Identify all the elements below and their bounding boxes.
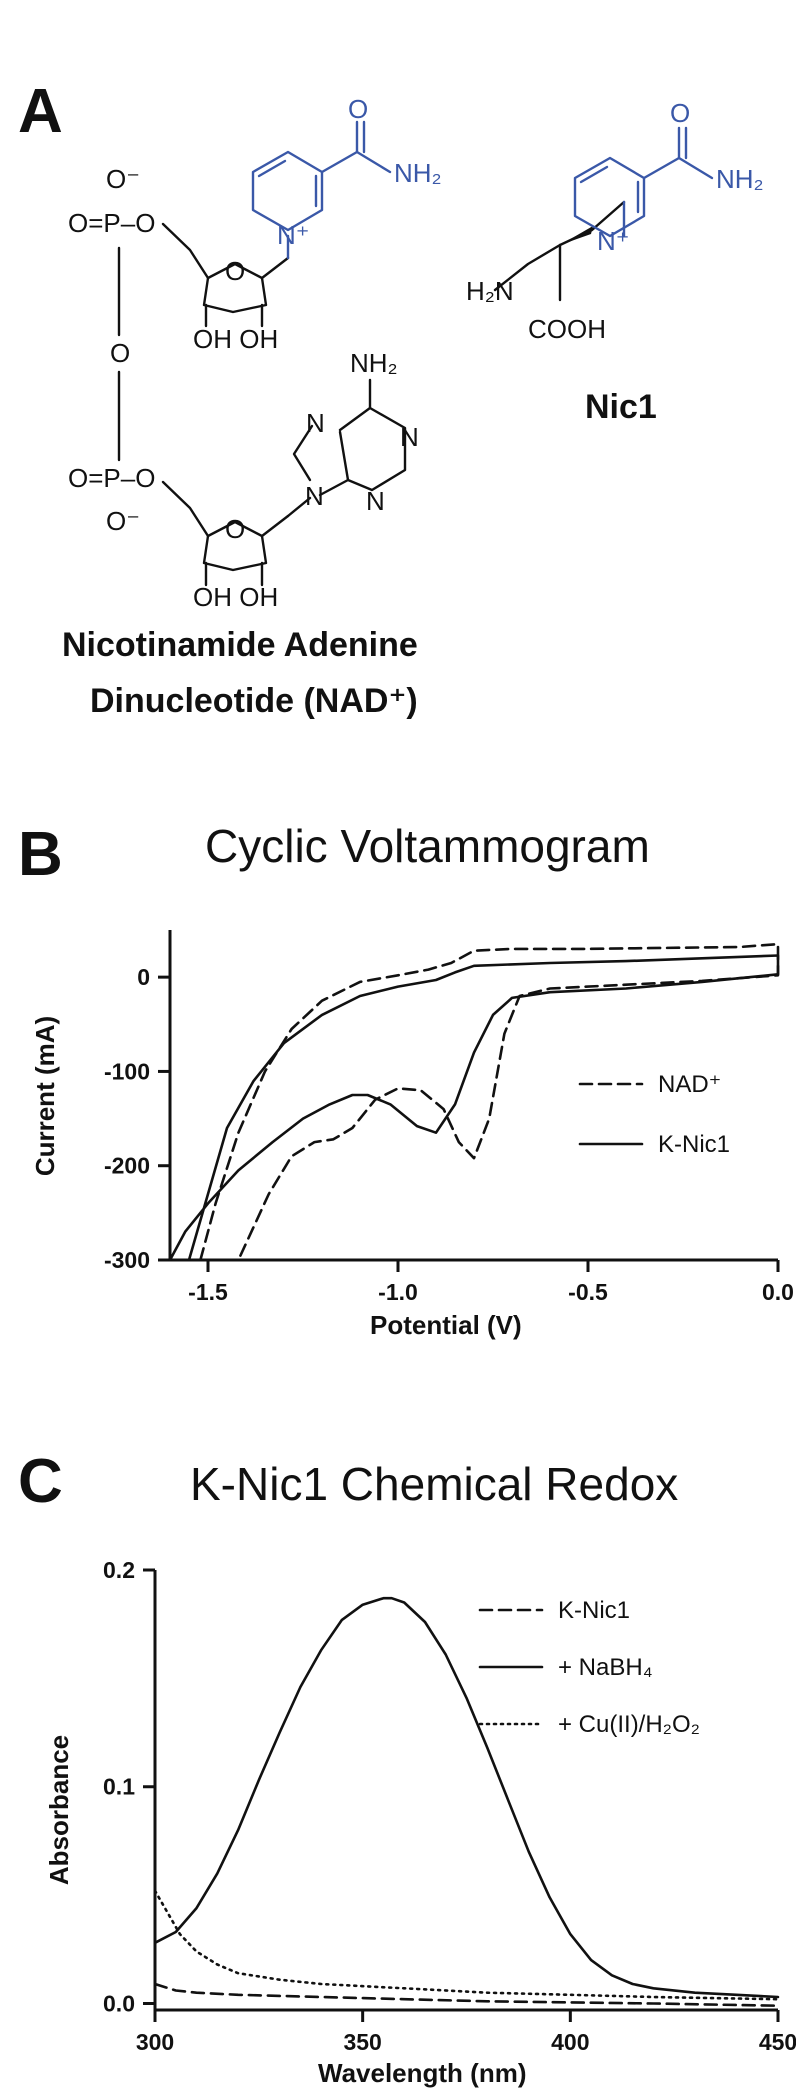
chart-c-legend: K-Nic1 + NaBH₄ + Cu(II)/H₂O₂ — [478, 1597, 700, 1738]
chart-b-ylabel: Current (mA) — [30, 1016, 60, 1176]
legend-label-1: + NaBH₄ — [558, 1654, 653, 1681]
legend-label-2: + Cu(II)/H₂O₂ — [558, 1711, 700, 1738]
nad-caption-line1: Nicotinamide Adenine — [62, 626, 418, 664]
x-tick-label: -1.5 — [188, 1279, 228, 1305]
atom-o-amide-nic1: O — [670, 98, 690, 128]
nad-upper-ribose: O OH OH — [161, 222, 290, 354]
panel-c-redox: C K-Nic1 Chemical Redox 300 350 400 450 0.0 0… — [18, 1447, 796, 2088]
x-tick-label: -1.0 — [378, 1279, 418, 1305]
chart-b-xlabel: Potential (V) — [370, 1310, 522, 1340]
nad-lower-ribose: O OH OH — [161, 480, 290, 612]
atom-h2n-nic1: H₂N — [466, 276, 514, 306]
series-line-0 — [153, 1982, 780, 2007]
x-tick-label: 0.0 — [762, 1279, 794, 1305]
atom-o-bridge: O — [110, 338, 130, 368]
x-tick-label: 400 — [551, 2029, 589, 2055]
panel-c-letter: C — [18, 1447, 63, 1516]
panel-b-letter: B — [18, 820, 63, 889]
atom-o-ribose-top: O — [225, 256, 245, 286]
chart-c-series — [153, 1596, 780, 2007]
atom-oh-oh-top: OH OH — [193, 324, 278, 354]
series-line-0 — [199, 942, 780, 1262]
atom-n3-adenine: N — [366, 486, 385, 516]
atom-o-eq-p-o-bottom: O=P–O — [68, 463, 155, 493]
y-tick-label: -200 — [104, 1153, 150, 1179]
atom-n1-adenine: N — [400, 422, 419, 452]
chart-c-title: K-Nic1 Chemical Redox — [190, 1458, 678, 1510]
atom-o-amide-nad: O — [348, 94, 368, 124]
y-tick-label: 0.1 — [103, 1774, 135, 1800]
nad-adenine: N N NH₂ N N — [286, 348, 419, 518]
y-tick-label: 0.2 — [103, 1557, 135, 1583]
nad-nicotinamide: N⁺ O NH₂ — [251, 94, 442, 260]
nad-caption-line2: Dinucleotide (NAD⁺) — [90, 682, 418, 720]
chart-b-legend: NAD⁺ K-Nic1 — [578, 1071, 730, 1158]
atom-o-minus-bottom: O⁻ — [106, 506, 140, 536]
x-tick-label: 350 — [343, 2029, 381, 2055]
y-tick-label: 0.0 — [103, 1990, 135, 2016]
atom-n-plus-nic1: N⁺ — [597, 226, 630, 256]
chart-c-xlabel: Wavelength (nm) — [318, 2058, 526, 2088]
y-tick-label: -300 — [104, 1247, 150, 1273]
atom-cooh-nic1: COOH — [528, 314, 606, 344]
chart-c-ylabel: Absorbance — [44, 1735, 74, 1885]
atom-oh-oh-bottom: OH OH — [193, 582, 278, 612]
x-tick-label: -0.5 — [568, 1279, 608, 1305]
legend-label-0: K-Nic1 — [558, 1597, 630, 1624]
atom-n9-adenine: N — [305, 481, 324, 511]
x-tick-label: 450 — [759, 2029, 796, 2055]
nic1-structure: H₂N COOH N⁺ O NH₂ Nic1 — [466, 98, 764, 426]
atom-o-eq-p-o-top: O=P–O — [68, 208, 155, 238]
series-line-1 — [168, 954, 780, 1262]
nad-phosphate-backbone: O⁻ O=P–O O O=P–O O⁻ — [68, 164, 155, 536]
chart-c-axes: 300 350 400 450 0.0 0.1 0.2 — [103, 1557, 796, 2055]
atom-o-minus-top: O⁻ — [106, 164, 140, 194]
chart-b-axes: -1.5 -1.0 -0.5 0.0 0 -100 -200 -300 — [104, 930, 794, 1305]
atom-n7-adenine: N — [306, 408, 325, 438]
panel-b-voltammogram: B Cyclic Voltammogram -1.5 -1.0 -0.5 0.00-1… — [18, 820, 794, 1340]
legend-label-1: K-Nic1 — [658, 1131, 730, 1158]
series-line-2 — [153, 1889, 780, 2001]
legend-label-0: NAD⁺ — [658, 1071, 721, 1098]
chart-b-title: Cyclic Voltammogram — [205, 820, 650, 872]
atom-nh2-amide-nic1: NH₂ — [716, 164, 764, 194]
atom-nh2-adenine: NH₂ — [350, 348, 398, 378]
x-tick-label: 300 — [136, 2029, 174, 2055]
series-line-1 — [153, 1596, 780, 1999]
atom-n-plus-nad: N⁺ — [277, 220, 310, 250]
panel-a-structures: A O⁻ O=P–O O O=P–O O⁻ O OH OH N⁺ — [18, 77, 764, 720]
y-tick-label: -100 — [104, 1058, 150, 1084]
panel-a-letter: A — [18, 77, 63, 146]
atom-o-ribose-bottom: O — [225, 514, 245, 544]
nic1-caption: Nic1 — [585, 388, 657, 426]
y-tick-label: 0 — [137, 964, 150, 990]
chart-b-series — [168, 942, 780, 1262]
atom-nh2-amide-nad: NH₂ — [394, 158, 442, 188]
